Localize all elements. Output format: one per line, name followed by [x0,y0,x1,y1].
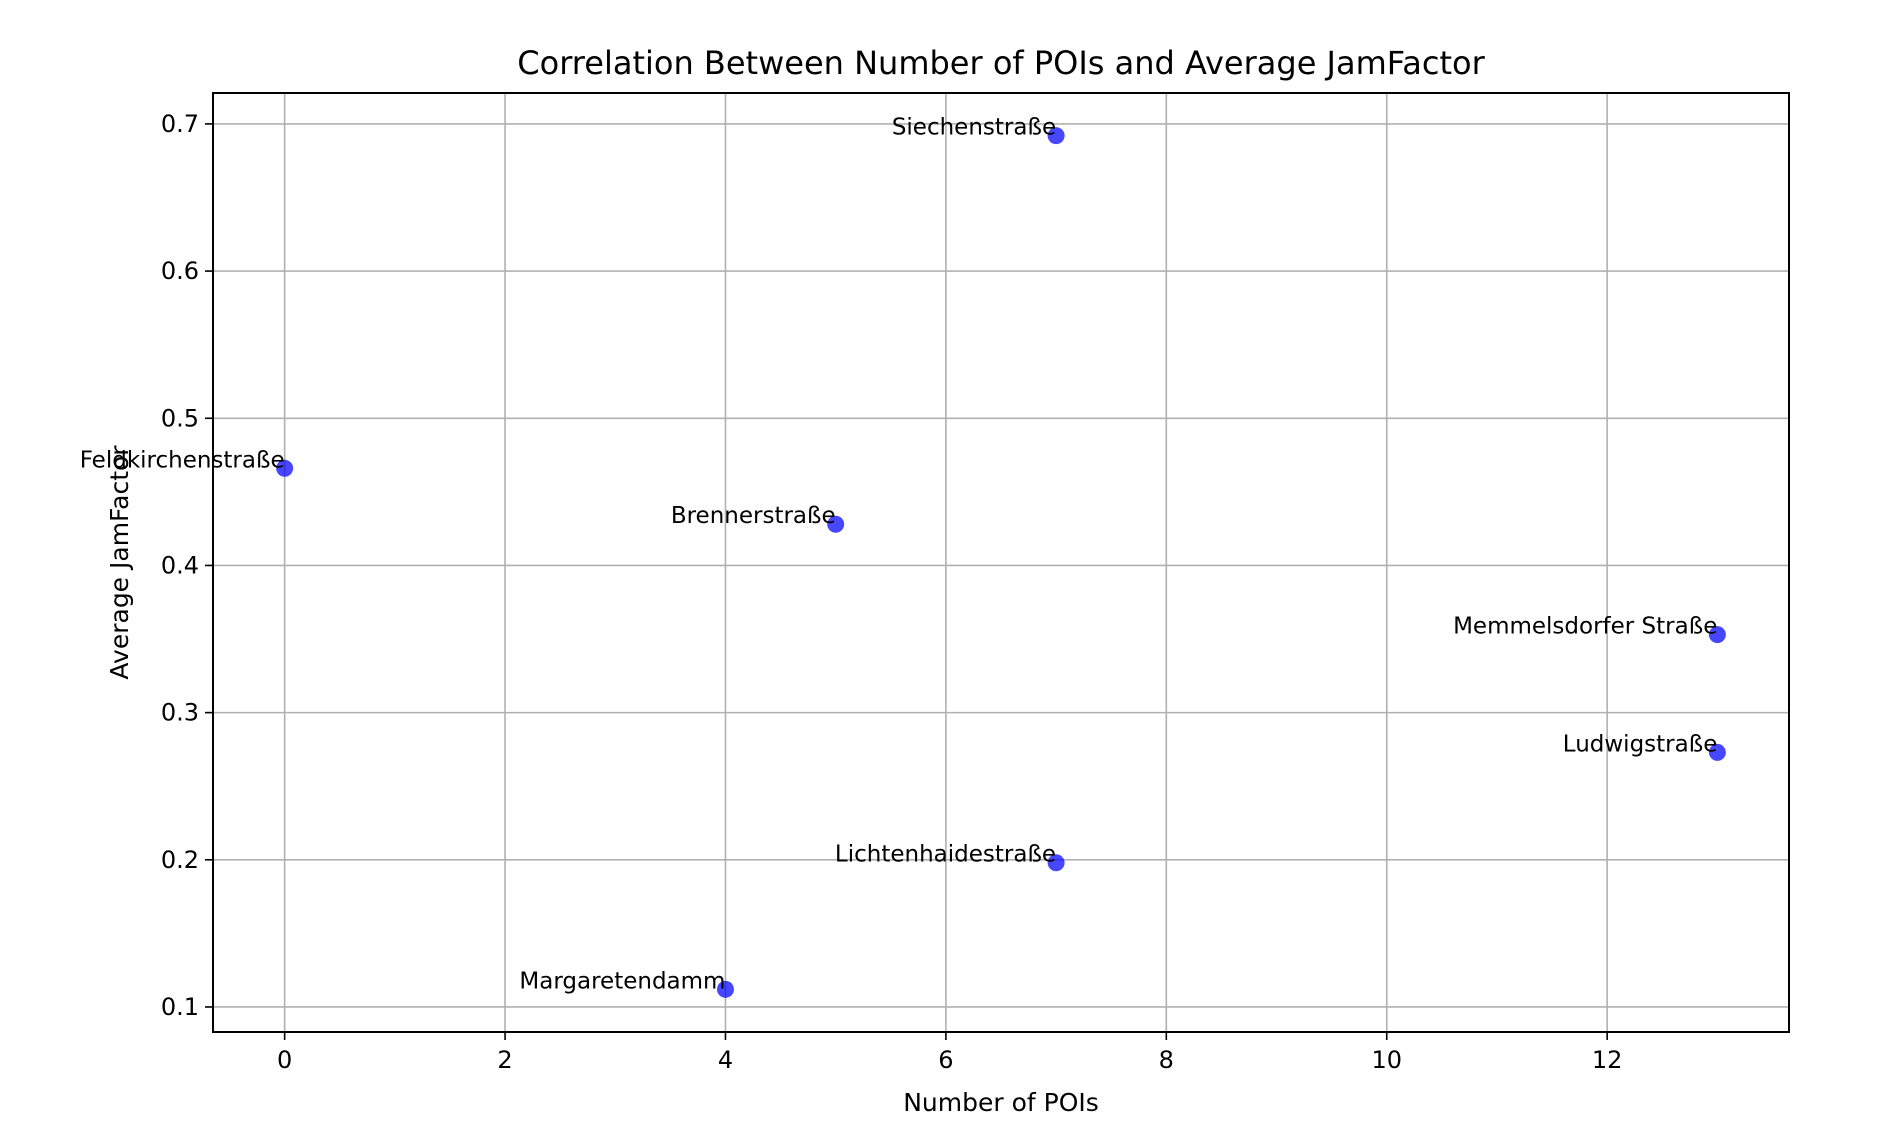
y-tick-label: 0.3 [161,699,199,727]
y-axis-label: Average JamFactor [105,445,134,680]
point-label: Siechenstraße [892,115,1056,141]
grid-lines [213,93,1789,1032]
y-tick-label: 0.2 [161,846,199,874]
x-tick-label: 12 [1592,1046,1623,1074]
point-labels: Siechenstraße Feldkirchenstraße Brennerstr… [80,115,1718,995]
point-label: Ludwigstraße [1563,731,1718,757]
x-tick-label: 4 [718,1046,733,1074]
x-axis-label: Number of POIs [903,1088,1099,1117]
chart-title: Correlation Between Number of POIs and A… [517,44,1485,82]
data-points [276,127,1726,998]
x-tick-label: 6 [938,1046,953,1074]
y-tick-label: 0.7 [161,110,199,138]
point-label: Lichtenhaidestraße [835,842,1056,868]
x-tick-label: 0 [277,1046,292,1074]
x-tick-label: 10 [1371,1046,1402,1074]
y-tick-label: 0.1 [161,993,199,1021]
axis-ticks: 0 2 4 6 8 10 12 0.1 0.2 0.3 0.4 0.5 0.6 0.7 [161,110,1623,1074]
y-tick-label: 0.5 [161,404,199,432]
x-tick-label: 8 [1159,1046,1174,1074]
point-label: Feldkirchenstraße [80,447,285,473]
scatter-point [827,515,845,533]
x-tick-label: 2 [497,1046,512,1074]
point-label: Brennerstraße [671,503,836,529]
point-label: Memmelsdorfer Straße [1453,614,1717,640]
y-tick-label: 0.4 [161,551,199,579]
scatter-point [1047,127,1065,145]
y-tick-label: 0.6 [161,257,199,285]
scatter-point [276,459,294,477]
plot-area-frame [212,92,1790,1033]
scatter-point [716,980,734,998]
point-label: Margaretendamm [519,968,725,994]
scatter-point [1047,854,1065,872]
scatter-point [1708,626,1726,644]
scatter-point [1708,743,1726,761]
